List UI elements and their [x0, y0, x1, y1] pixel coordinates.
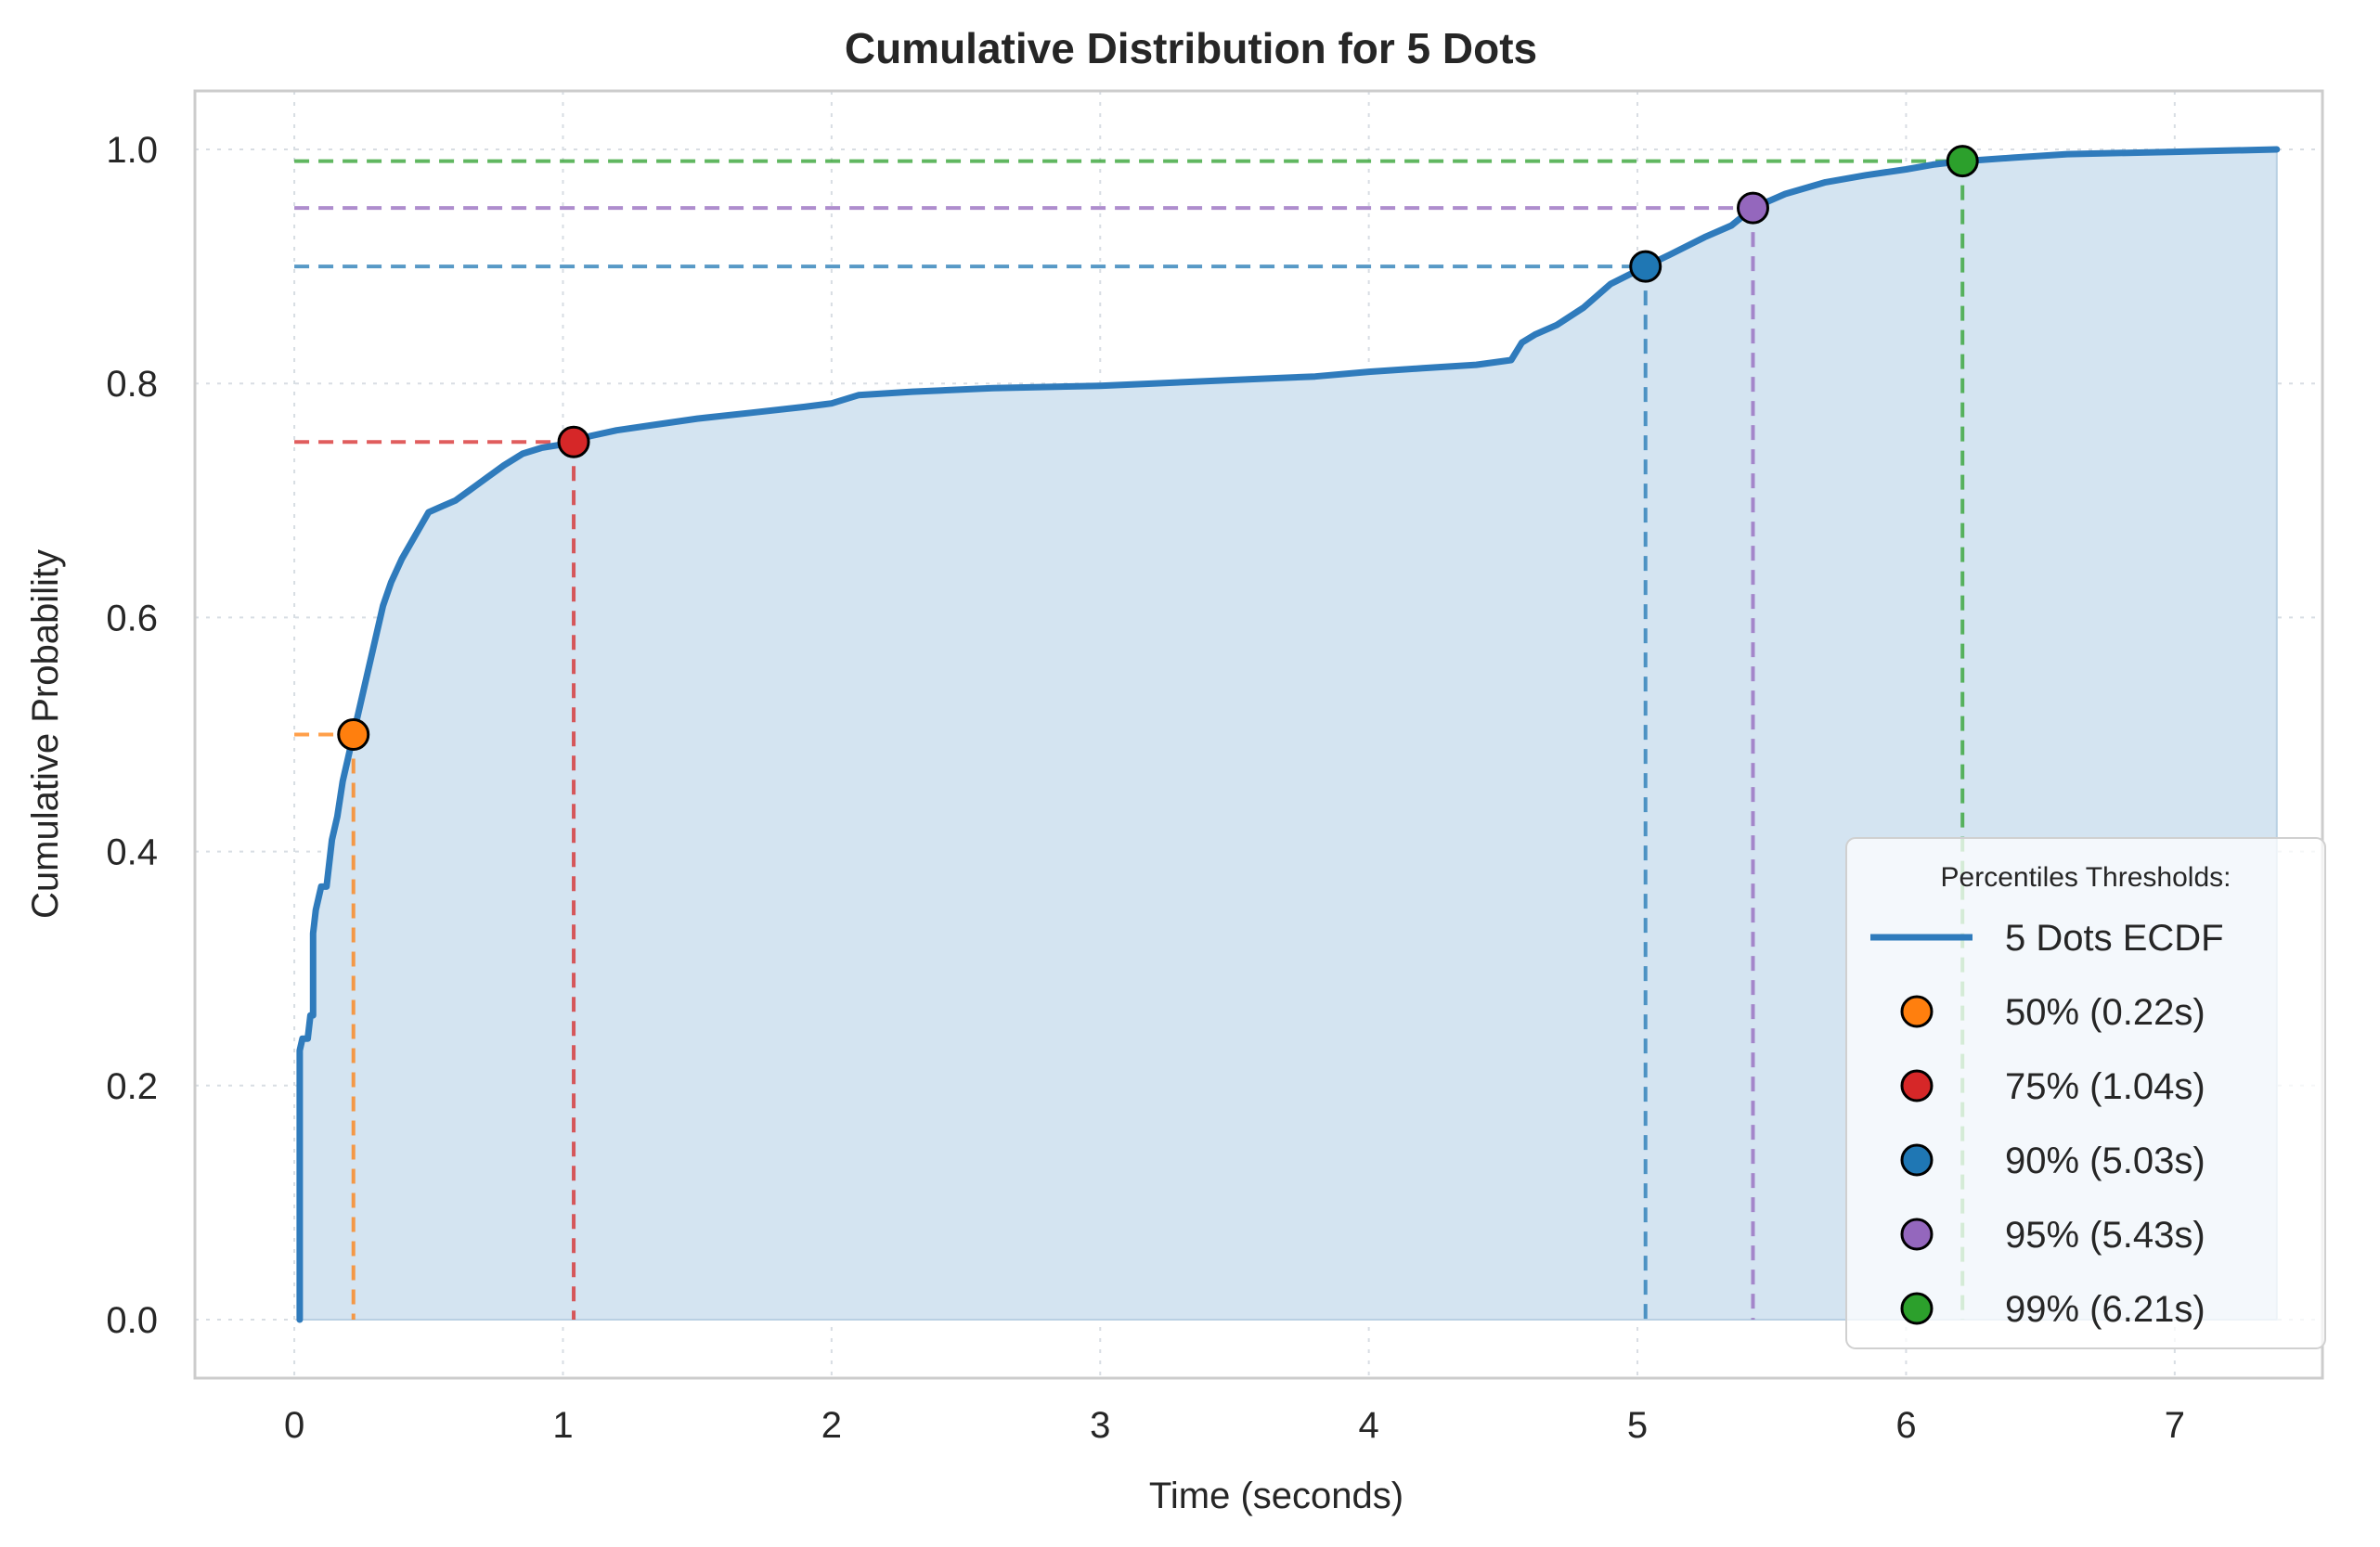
legend-marker-swatch [1900, 995, 1934, 1028]
percentile-markers [337, 145, 1979, 751]
legend-percentile-label: 50% (0.22s) [2005, 992, 2205, 1033]
y-tick-label: 0.8 [106, 364, 158, 405]
x-tick-label: 7 [2165, 1405, 2185, 1446]
legend-percentile-label: 90% (5.03s) [2005, 1141, 2205, 1181]
legend-marker-swatch [1900, 1143, 1934, 1177]
percentile-marker [1946, 145, 1979, 178]
x-tick-label: 2 [821, 1405, 842, 1446]
legend-percentile-label: 75% (1.04s) [2005, 1066, 2205, 1107]
legend-percentile-label: 99% (6.21s) [2005, 1289, 2205, 1330]
percentile-marker [1629, 250, 1662, 283]
legend-marker-swatch [1900, 1292, 1934, 1325]
percentile-marker [557, 425, 590, 458]
chart-title: Cumulative Distribution for 5 Dots [845, 24, 1537, 72]
x-tick-label: 6 [1895, 1405, 1916, 1446]
y-tick-label: 0.6 [106, 598, 158, 638]
y-tick-label: 0.0 [106, 1300, 158, 1341]
ecdf-line [296, 146, 2281, 1323]
x-tick-label: 0 [284, 1405, 304, 1446]
ecdf-line-layer [296, 146, 2281, 1323]
y-axis-label: Cumulative Probability [25, 549, 66, 919]
x-axis-label: Time (seconds) [1149, 1476, 1403, 1516]
percentile-marker [1736, 191, 1769, 225]
x-tick-label: 3 [1090, 1405, 1110, 1446]
x-tick-label: 4 [1359, 1405, 1379, 1446]
legend-box [1845, 837, 2326, 1349]
y-tick-label: 1.0 [106, 130, 158, 171]
percentile-marker [337, 718, 370, 751]
legend-marker-swatch [1900, 1069, 1934, 1102]
legend-items: 5 Dots ECDF 50% (0.22s) 75% (1.04s) 90% (5.… [1870, 918, 2224, 1330]
x-tick-label: 1 [552, 1405, 573, 1446]
legend-marker-swatch [1900, 1218, 1934, 1251]
x-axis-ticks: 0 1 2 3 4 5 6 7 [284, 1405, 2185, 1446]
y-axis-ticks: 0.0 0.2 0.4 0.6 0.8 1.0 [106, 130, 158, 1341]
x-tick-label: 5 [1627, 1405, 1648, 1446]
legend-series-label: 5 Dots ECDF [2005, 918, 2224, 959]
y-tick-label: 0.2 [106, 1066, 158, 1107]
plot-frame [193, 89, 2324, 1380]
legend-percentile-label: 95% (5.43s) [2005, 1215, 2205, 1256]
y-tick-label: 0.4 [106, 832, 158, 873]
legend-title: Percentiles Thresholds: [1941, 862, 2231, 893]
legend: Percentiles Thresholds: 5 Dots ECDF 50% (… [1845, 837, 2326, 1349]
